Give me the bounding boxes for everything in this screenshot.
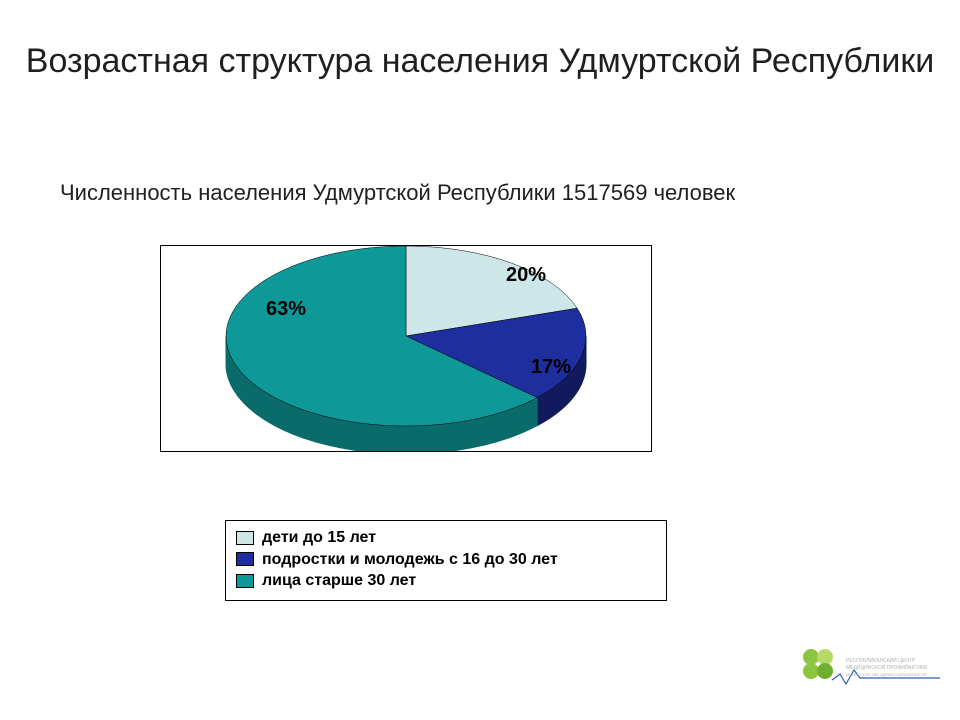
- population-subtitle: Численность населения Удмуртской Республ…: [60, 180, 900, 206]
- pie-chart: 20% 17% 63%: [160, 245, 652, 452]
- legend-text-0: дети до 15 лет: [262, 527, 376, 549]
- legend-item-1: подростки и молодежь с 16 до 30 лет: [236, 549, 656, 571]
- data-label-1: 17%: [531, 356, 571, 379]
- legend-item-2: лица старше 30 лет: [236, 570, 656, 592]
- svg-text:МИНИСТЕРСТВА ЗДРАВООХРАНЕНИЯ У: МИНИСТЕРСТВА ЗДРАВООХРАНЕНИЯ УР: [846, 672, 927, 677]
- pie-svg: [161, 246, 651, 451]
- svg-text:РЕСПУБЛИКАНСКИЙ ЦЕНТР: РЕСПУБЛИКАНСКИЙ ЦЕНТР: [846, 656, 916, 664]
- legend-swatch-2: [236, 574, 254, 588]
- legend-text-2: лица старше 30 лет: [262, 570, 416, 592]
- footer-logo: РЕСПУБЛИКАНСКИЙ ЦЕНТР МЕДИЦИНСКОЙ ПРОФИЛ…: [802, 642, 942, 702]
- data-label-0: 20%: [506, 264, 546, 287]
- legend-swatch-0: [236, 531, 254, 545]
- data-label-2: 63%: [266, 298, 306, 321]
- legend: дети до 15 лет подростки и молодежь с 16…: [225, 520, 667, 601]
- legend-swatch-1: [236, 552, 254, 566]
- legend-text-1: подростки и молодежь с 16 до 30 лет: [262, 549, 558, 571]
- svg-text:МЕДИЦИНСКОЙ ПРОФИЛАКТИКИ: МЕДИЦИНСКОЙ ПРОФИЛАКТИКИ: [846, 663, 928, 671]
- slide-title: Возрастная структура населения Удмуртско…: [0, 40, 960, 83]
- legend-item-0: дети до 15 лет: [236, 527, 656, 549]
- clover-icon: РЕСПУБЛИКАНСКИЙ ЦЕНТР МЕДИЦИНСКОЙ ПРОФИЛ…: [802, 642, 942, 702]
